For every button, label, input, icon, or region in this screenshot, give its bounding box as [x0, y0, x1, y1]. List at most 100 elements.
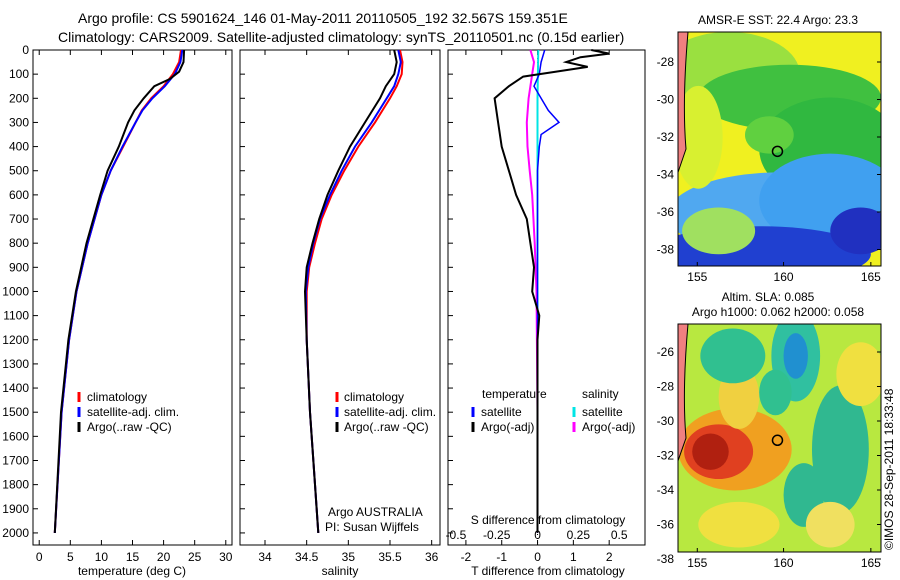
sst-map-ytick-label: -28	[657, 55, 675, 69]
difference-panel: -2 -1 0 1 2T difference from climatology S di…	[446, 49, 646, 578]
sla-map-title-line1: Altim. SLA: 0.085	[722, 290, 815, 304]
sst-map-anomaly-patch	[682, 207, 756, 255]
sst-map-anomaly-patch	[830, 207, 881, 255]
sst-map-ytick-label: -36	[657, 205, 675, 219]
legend-label: climatology	[344, 390, 404, 404]
sst-map-xtick-label: 155	[687, 270, 707, 284]
series-argo-raw-line	[53, 49, 186, 533]
sla-map-anomaly-patch	[698, 501, 780, 548]
depth-tick-label: 1200	[2, 333, 29, 347]
difference-panel-xtick-label: 0	[534, 550, 541, 564]
figure-title-line1: Argo profile: CS 5901624_146 01-May-2011…	[78, 10, 568, 26]
sst-map-ytick-label: -32	[657, 130, 675, 144]
difference-panel-xtick-label: 1	[570, 550, 577, 564]
depth-tick-label: 1900	[2, 502, 29, 516]
figure-title-line2: Climatology: CARS2009. Satellite-adjuste…	[58, 29, 625, 45]
sla-map-xtick-label: 160	[774, 556, 794, 570]
top-tick-label: -0.5	[446, 528, 467, 542]
sla-map-anomaly-patch	[805, 501, 855, 548]
credit-pi: PI: Susan Wijffels	[325, 520, 419, 534]
series-argo-raw-line	[303, 49, 398, 533]
salinity-panel-xtick-label: 35	[342, 550, 356, 564]
temperature-panel-xtick-label: 20	[157, 550, 171, 564]
sst-map-argo-position-marker	[771, 145, 784, 158]
sla-map-ytick-label: -32	[657, 449, 675, 463]
salinity-panel-frame	[239, 49, 441, 546]
depth-tick-label: 1600	[2, 429, 29, 443]
temperature-panel-xtick-label: 15	[126, 550, 140, 564]
depth-tick-label: 1500	[2, 405, 29, 419]
depth-tick-label: 1400	[2, 381, 29, 395]
copyright-timestamp: ©IMOS 28-Sep-2011 18:33:48	[882, 388, 896, 550]
sla-map-anomaly-patch	[811, 385, 869, 514]
difference-panel-xtick-label: -1	[496, 550, 507, 564]
depth-tick-label: 500	[9, 164, 29, 178]
salinity-panel-xtick-label: 34.5	[295, 550, 319, 564]
difference-panel-xtick-label: 2	[606, 550, 613, 564]
legend-label: Argo(-adj)	[582, 420, 635, 434]
sla-map-anomaly-patch	[700, 328, 766, 384]
top-tick-label: -0.25	[483, 528, 511, 542]
sla-map-anomaly-patch	[759, 369, 792, 416]
sst-map-field	[678, 32, 881, 266]
sst-map-ytick-label: -30	[657, 93, 675, 107]
sla-map-anomaly-patch	[783, 333, 808, 379]
series-temperature-satellite-line	[533, 49, 561, 533]
salinity-xlabel: salinity	[322, 564, 359, 578]
legend-salinity-head: salinity	[582, 387, 619, 401]
depth-tick-label: 700	[9, 212, 29, 226]
temperature-panel-xtick-label: 25	[188, 550, 202, 564]
sla-map-frame	[677, 323, 882, 553]
sla-map-ytick-label: -36	[657, 518, 675, 532]
legend-label: satellite	[582, 405, 623, 419]
temperature-xlabel: temperature (deg C)	[78, 564, 186, 578]
top-tick-label: 0.25	[567, 528, 591, 542]
sla-map-coastline	[678, 324, 689, 461]
depth-tick-label: 400	[9, 140, 29, 154]
legend-label: Argo(-adj)	[481, 420, 534, 434]
sst-map-xtick-label: 165	[861, 270, 881, 284]
sst-map-title: AMSR-E SST: 22.4 Argo: 23.3	[698, 13, 858, 27]
legend-label: satellite-adj. clim.	[87, 405, 179, 419]
sst-map-coastline	[678, 32, 689, 173]
sla-map-field	[678, 324, 881, 552]
sst-map-frame	[677, 31, 882, 267]
sla-map-title-line2: Argo h1000: 0.062 h2000: 0.058	[692, 305, 864, 319]
legend-label: satellite-adj. clim.	[344, 405, 436, 419]
sla-map-anomaly-patch	[692, 433, 729, 470]
series-salinity-argo-line	[525, 49, 539, 533]
sla-map-anomaly-patch	[836, 342, 881, 407]
legend-label: Argo(..raw -QC)	[87, 420, 172, 434]
sla-map-ytick-label: -34	[657, 483, 675, 497]
sla-map-ytick-label: -28	[657, 380, 675, 394]
difference-toplabel: S difference from climatology	[471, 513, 626, 527]
depth-tick-label: 100	[9, 67, 29, 81]
salinity-panel-xtick-label: 35.5	[378, 550, 402, 564]
temperature-panel-xtick-label: 0	[36, 550, 43, 564]
sst-map-xtick-label: 160	[774, 270, 794, 284]
temperature-panel-frame	[32, 49, 233, 546]
salinity-panel-xtick-label: 34	[258, 550, 272, 564]
difference-panel-xtick-label: -2	[461, 550, 472, 564]
depth-tick-label: 800	[9, 236, 29, 250]
salinity-panel-xtick-label: 36	[425, 550, 439, 564]
temperature-panel: 0 5 10 15 20 25 300100200300400500600700800900…	[2, 43, 232, 578]
depth-tick-label: 1800	[2, 478, 29, 492]
sst-map: AMSR-E SST: 22.4 Argo: 23.3 -28 -30 -32 -34 -…	[657, 13, 882, 284]
salinity-panel: 34 34.5 35 35.5 36 salinity climatologysatelli…	[239, 49, 441, 578]
temperature-panel-xtick-label: 5	[67, 550, 74, 564]
depth-tick-label: 1300	[2, 357, 29, 371]
sla-map-xtick-label: 165	[861, 556, 881, 570]
sla-map-ytick-label: -26	[657, 345, 675, 359]
depth-tick-label: 200	[9, 91, 29, 105]
depth-tick-label: 600	[9, 188, 29, 202]
sst-map-ytick-label: -34	[657, 168, 675, 182]
depth-tick-label: 2000	[2, 526, 29, 540]
sla-map-ytick-label: -38	[657, 552, 675, 566]
sla-map-xtick-label: 155	[687, 556, 707, 570]
sst-map-anomaly-patch	[678, 85, 723, 189]
sst-map-anomaly-patch	[744, 116, 794, 154]
series-temperature-argo-line	[493, 49, 610, 533]
depth-tick-label: 1000	[2, 284, 29, 298]
